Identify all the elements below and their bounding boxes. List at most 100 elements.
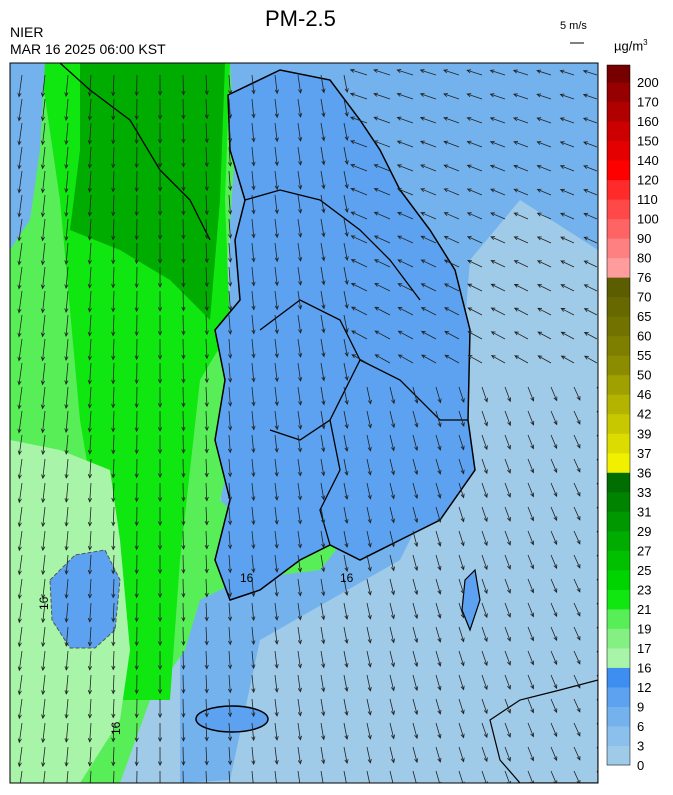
wind-arrow — [343, 74, 349, 94]
wind-arrow — [297, 290, 303, 310]
wind-arrow — [134, 602, 139, 623]
wind-arrow — [490, 260, 506, 268]
wind-arrow — [87, 362, 92, 385]
wind-arrow — [583, 236, 598, 244]
wind-arrow — [443, 235, 460, 244]
wind-arrow — [204, 674, 209, 694]
wind-arrow — [41, 434, 46, 456]
wind-arrow — [343, 338, 349, 358]
wind-arrow — [87, 650, 93, 671]
wind-arrow — [181, 554, 186, 574]
wind-arrow — [466, 69, 483, 76]
wind-arrow — [343, 578, 349, 597]
wind-arrow — [181, 434, 186, 454]
wind-arrow — [536, 141, 552, 148]
wind-arrow — [560, 236, 575, 244]
wind-arrow — [389, 650, 395, 668]
wind-arrow — [297, 194, 303, 214]
wind-arrow — [87, 146, 92, 169]
wind-arrow — [251, 674, 256, 694]
wind-arrow — [550, 386, 558, 402]
wind-arrow — [159, 770, 161, 783]
wind-arrow — [181, 194, 186, 216]
wind-arrow — [251, 170, 256, 191]
wind-arrow — [227, 626, 233, 646]
wind-arrow — [573, 482, 581, 497]
wind-arrow — [251, 698, 256, 718]
wind-arrow — [134, 506, 139, 527]
wind-arrow — [87, 674, 93, 695]
wind-arrow — [397, 307, 414, 316]
colorbar-label: 19 — [637, 621, 651, 636]
wind-arrow — [204, 458, 209, 478]
wind-arrow — [343, 146, 349, 166]
wind-arrow — [64, 290, 69, 314]
wind-arrow — [274, 410, 279, 431]
wind-arrow — [389, 722, 395, 740]
wind-arrow — [19, 770, 23, 783]
wind-arrow — [17, 602, 23, 624]
wind-arrow — [320, 506, 326, 525]
wind-arrow — [134, 170, 139, 193]
wind-arrow — [458, 602, 465, 619]
wind-arrow — [181, 122, 186, 144]
wind-arrow — [481, 506, 488, 523]
wind-arrow — [297, 362, 303, 382]
wind-arrow — [373, 211, 391, 220]
wind-arrow — [41, 578, 46, 600]
wind-arrow — [251, 362, 256, 383]
wind-arrow — [397, 330, 414, 340]
wind-arrow — [136, 770, 138, 783]
wind-arrow — [389, 578, 395, 596]
wind-arrow — [157, 650, 163, 671]
wind-arrow — [181, 626, 186, 646]
wind-arrow — [251, 434, 256, 454]
wind-arrow — [320, 194, 326, 214]
wind-arrow — [527, 674, 535, 690]
wind-arrow — [111, 674, 116, 695]
wind-arrow — [157, 698, 163, 719]
wind-arrow — [64, 362, 69, 386]
wind-arrow — [481, 626, 488, 643]
wind-arrow — [157, 746, 163, 767]
wind-arrow — [343, 434, 349, 453]
wind-arrow — [559, 188, 575, 196]
wind-arrow — [134, 194, 139, 217]
wind-arrow — [274, 602, 279, 621]
wind-arrow — [297, 770, 301, 783]
wind-arrow — [343, 314, 349, 334]
wind-arrow — [412, 650, 419, 668]
wind-arrow — [87, 338, 92, 361]
wind-arrow — [64, 386, 69, 410]
wind-arrow — [111, 266, 116, 289]
map-field — [10, 63, 598, 783]
wind-arrow — [111, 506, 116, 527]
wind-arrow — [134, 554, 139, 575]
wind-arrow — [87, 386, 92, 409]
wind-arrow — [489, 117, 506, 124]
wind-arrow — [559, 141, 575, 148]
peninsula — [214, 69, 476, 601]
wind-arrow — [157, 434, 163, 455]
wind-arrow — [134, 674, 139, 695]
wind-arrow — [274, 698, 279, 717]
wind-arrow — [350, 235, 368, 244]
wind-arrow — [251, 386, 256, 407]
map-frame — [9, 62, 599, 784]
wind-arrow — [41, 626, 46, 648]
wind-arrow — [251, 410, 256, 431]
wind-arrow — [573, 698, 581, 713]
wind-arrow — [64, 338, 69, 362]
wind-arrow — [350, 211, 368, 220]
wind-arrow — [351, 354, 368, 364]
wind-arrow — [204, 290, 209, 312]
wind-arrow — [527, 746, 535, 762]
wind-arrow — [134, 626, 139, 647]
wind-arrow — [320, 482, 326, 501]
wind-arrow — [435, 770, 442, 783]
wind-arrow — [412, 530, 419, 548]
wind-arrow — [40, 170, 46, 194]
wind-arrow — [396, 140, 414, 148]
wind-arrow — [412, 674, 419, 692]
wind-arrow — [181, 506, 186, 526]
